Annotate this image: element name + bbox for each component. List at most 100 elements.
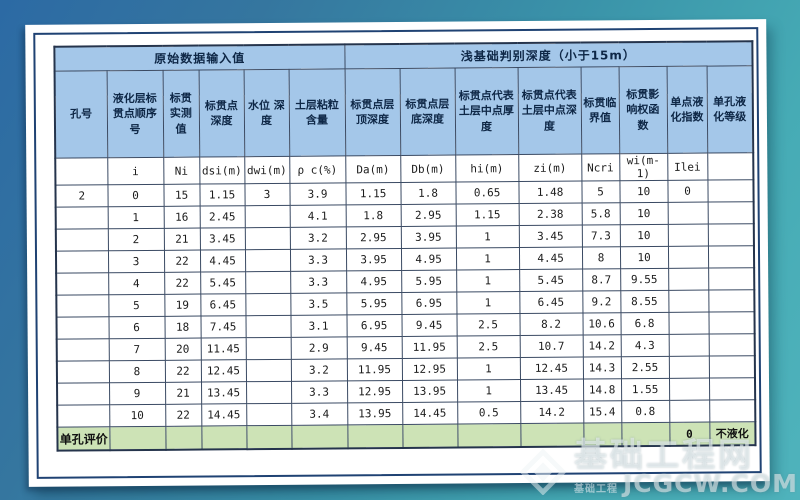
- table-cell[interactable]: [667, 224, 708, 247]
- table-cell[interactable]: 0: [667, 180, 708, 203]
- footer-cell[interactable]: [109, 426, 166, 451]
- table-cell[interactable]: 22: [164, 272, 201, 295]
- table-cell[interactable]: 3.95: [345, 248, 402, 271]
- table-cell[interactable]: 14.45: [402, 402, 458, 425]
- table-cell[interactable]: 21: [163, 228, 200, 251]
- table-cell[interactable]: [55, 206, 108, 230]
- table-cell[interactable]: 7.45: [200, 315, 246, 339]
- table-cell[interactable]: 10: [619, 224, 668, 247]
- table-cell[interactable]: [246, 403, 292, 426]
- table-cell[interactable]: 2: [107, 228, 164, 251]
- table-cell[interactable]: [56, 338, 109, 362]
- table-cell[interactable]: [56, 294, 109, 318]
- table-cell[interactable]: 9.45: [401, 314, 457, 337]
- table-cell[interactable]: [245, 293, 291, 316]
- table-cell[interactable]: 5: [581, 180, 620, 204]
- table-cell[interactable]: [56, 360, 110, 384]
- table-cell[interactable]: 14.8: [583, 378, 622, 402]
- table-cell[interactable]: 14.2: [582, 334, 621, 358]
- table-cell[interactable]: 0.5: [457, 401, 521, 425]
- table-cell[interactable]: [707, 201, 754, 225]
- table-cell[interactable]: 5.8: [581, 202, 620, 226]
- table-cell[interactable]: 0: [107, 184, 164, 207]
- table-cell[interactable]: 10.7: [519, 335, 583, 358]
- table-cell[interactable]: [709, 377, 756, 401]
- table-cell[interactable]: [708, 289, 755, 313]
- table-cell[interactable]: 22: [164, 360, 202, 383]
- table-cell[interactable]: 22: [165, 404, 202, 427]
- table-cell[interactable]: [667, 202, 708, 225]
- table-cell[interactable]: [245, 315, 291, 338]
- table-cell[interactable]: 3.3: [290, 270, 347, 294]
- table-cell[interactable]: 1: [456, 357, 521, 381]
- table-cell[interactable]: 10.6: [582, 312, 621, 336]
- table-cell[interactable]: [668, 290, 709, 313]
- table-cell[interactable]: [707, 223, 755, 247]
- table-cell[interactable]: 14.2: [520, 401, 584, 424]
- table-cell[interactable]: [55, 228, 108, 252]
- table-cell[interactable]: 1.15: [199, 183, 245, 207]
- table-cell[interactable]: [57, 382, 110, 406]
- footer-cell[interactable]: [347, 424, 403, 449]
- table-cell[interactable]: 0.8: [621, 400, 670, 423]
- footer-cell[interactable]: [520, 423, 584, 448]
- table-cell[interactable]: 5.95: [346, 292, 402, 315]
- footer-cell[interactable]: [621, 422, 670, 447]
- table-cell[interactable]: [246, 381, 292, 404]
- table-cell[interactable]: 5.45: [519, 269, 583, 292]
- table-cell[interactable]: 8: [581, 246, 621, 270]
- table-cell[interactable]: 1.48: [518, 181, 582, 204]
- table-cell[interactable]: [56, 272, 109, 296]
- table-cell[interactable]: 3.2: [290, 358, 348, 382]
- table-cell[interactable]: 2.95: [345, 226, 401, 249]
- table-cell[interactable]: 14.3: [582, 356, 622, 380]
- table-cell[interactable]: 11.95: [346, 358, 403, 381]
- table-cell[interactable]: [669, 400, 710, 423]
- table-cell[interactable]: 6: [108, 316, 165, 339]
- table-cell[interactable]: 9: [109, 382, 166, 405]
- table-cell[interactable]: 7: [108, 338, 165, 361]
- table-cell[interactable]: 1.15: [345, 182, 401, 205]
- table-cell[interactable]: 10: [619, 246, 669, 269]
- table-cell[interactable]: 1: [457, 379, 521, 403]
- table-cell[interactable]: 19: [164, 294, 201, 317]
- table-cell[interactable]: 8.2: [519, 313, 583, 336]
- table-cell[interactable]: 2.95: [400, 204, 456, 227]
- table-cell[interactable]: 3.1: [290, 314, 347, 338]
- table-cell[interactable]: 2.5: [456, 313, 520, 337]
- table-cell[interactable]: 6.8: [620, 312, 669, 335]
- footer-cell[interactable]: [246, 425, 292, 450]
- table-cell[interactable]: 13.45: [201, 381, 247, 405]
- table-cell[interactable]: 4.1: [289, 204, 346, 228]
- table-cell[interactable]: [668, 356, 710, 379]
- table-cell[interactable]: [55, 250, 109, 274]
- table-cell[interactable]: [707, 245, 755, 269]
- table-cell[interactable]: [56, 316, 109, 340]
- table-cell[interactable]: 1: [456, 291, 520, 315]
- table-cell[interactable]: 13.95: [347, 402, 403, 425]
- table-cell[interactable]: 3.95: [400, 226, 456, 249]
- table-cell[interactable]: [668, 268, 709, 291]
- table-cell[interactable]: 8: [108, 360, 166, 383]
- table-cell[interactable]: 2.5: [456, 335, 520, 359]
- table-cell[interactable]: 14.45: [201, 403, 247, 427]
- footer-cell[interactable]: [201, 425, 247, 450]
- table-cell[interactable]: 21: [165, 382, 202, 405]
- table-cell[interactable]: 6.95: [401, 292, 457, 315]
- table-cell[interactable]: 4.3: [620, 334, 669, 357]
- table-cell[interactable]: 10: [619, 180, 668, 203]
- table-cell[interactable]: [708, 355, 756, 379]
- table-cell[interactable]: 3.3: [291, 380, 348, 404]
- table-cell[interactable]: 13.45: [520, 379, 584, 402]
- table-cell[interactable]: [245, 337, 291, 360]
- footer-grade-cell[interactable]: 不液化: [709, 421, 756, 446]
- table-cell[interactable]: 2.55: [620, 356, 670, 379]
- table-cell[interactable]: 2.9: [290, 336, 347, 360]
- table-cell[interactable]: 16: [163, 206, 200, 229]
- table-cell[interactable]: [244, 227, 290, 250]
- table-cell[interactable]: 1: [455, 225, 519, 249]
- table-cell[interactable]: [245, 359, 292, 382]
- table-cell[interactable]: 4: [108, 272, 165, 295]
- footer-cell[interactable]: 0: [669, 422, 710, 446]
- table-cell[interactable]: 3.4: [291, 402, 348, 426]
